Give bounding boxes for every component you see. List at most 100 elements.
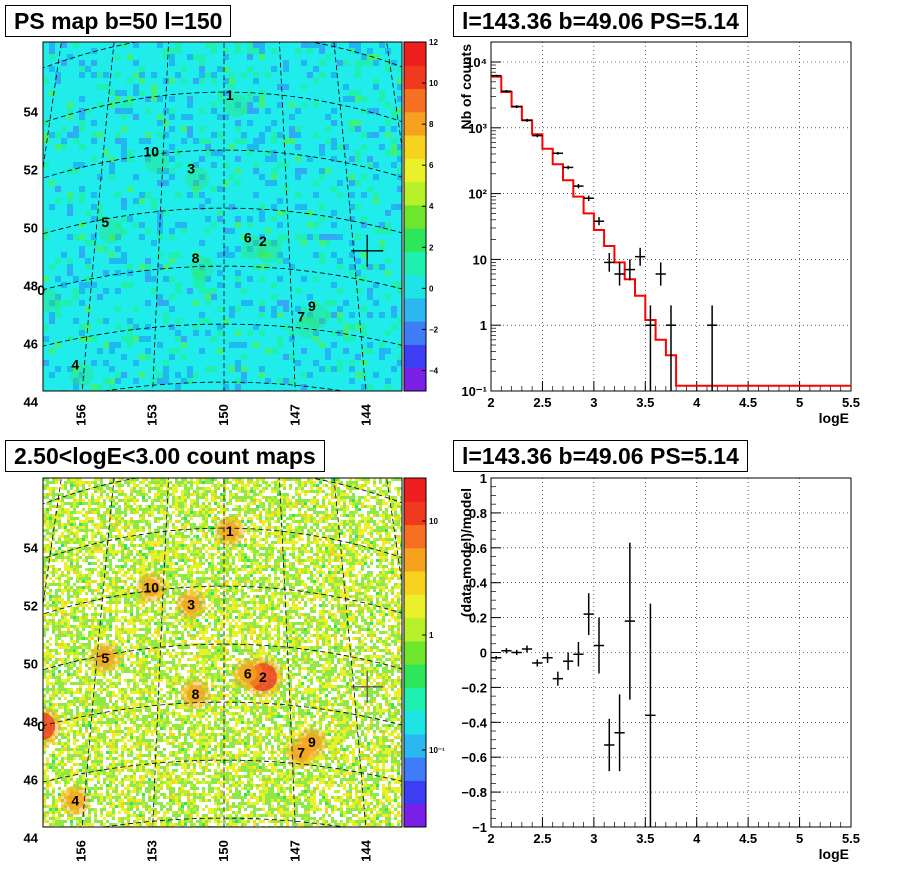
- map-pixel: [160, 556, 163, 559]
- map-pixel: [79, 300, 85, 306]
- map-pixel: [175, 252, 181, 258]
- map-pixel: [181, 679, 184, 682]
- map-pixel: [145, 505, 148, 508]
- map-pixel: [67, 526, 70, 529]
- map-pixel: [319, 318, 325, 324]
- map-pixel: [106, 715, 109, 718]
- map-pixel: [355, 48, 361, 54]
- map-pixel: [76, 670, 79, 673]
- map-pixel: [133, 574, 136, 577]
- map-pixel: [142, 601, 145, 604]
- map-pixel: [52, 502, 55, 505]
- map-pixel: [49, 610, 52, 613]
- map-pixel: [175, 529, 178, 532]
- map-pixel: [58, 751, 61, 754]
- map-pixel: [175, 796, 178, 799]
- map-pixel: [157, 294, 163, 300]
- map-pixel: [178, 565, 181, 568]
- map-pixel: [61, 622, 64, 625]
- map-pixel: [166, 568, 169, 571]
- map-pixel: [106, 739, 109, 742]
- map-pixel: [76, 736, 79, 739]
- map-pixel: [154, 685, 157, 688]
- map-pixel: [127, 532, 130, 535]
- map-pixel: [115, 775, 118, 778]
- map-pixel: [94, 703, 97, 706]
- map-pixel: [148, 577, 151, 580]
- map-pixel: [46, 742, 49, 745]
- map-pixel: [109, 772, 112, 775]
- map-pixel: [118, 739, 121, 742]
- map-pixel: [52, 556, 55, 559]
- map-pixel: [79, 712, 82, 715]
- map-pixel: [118, 745, 121, 748]
- map-pixel: [85, 478, 88, 481]
- map-pixel: [76, 604, 79, 607]
- map-pixel: [52, 646, 55, 649]
- map-pixel: [70, 685, 73, 688]
- map-pixel: [64, 673, 67, 676]
- map-pixel: [121, 664, 124, 667]
- map-pixel: [49, 802, 52, 805]
- map-pixel: [145, 348, 151, 354]
- map-pixel: [379, 348, 385, 354]
- map-pixel: [160, 547, 163, 550]
- map-pixel: [241, 372, 247, 378]
- map-pixel: [397, 78, 402, 84]
- map-pixel: [181, 706, 184, 709]
- map-pixel: [145, 511, 148, 514]
- map-pixel: [133, 718, 136, 721]
- map-pixel: [151, 751, 154, 754]
- map-pixel: [58, 511, 61, 514]
- map-pixel: [91, 604, 94, 607]
- map-pixel: [43, 132, 49, 138]
- map-pixel: [235, 330, 241, 336]
- map-pixel: [157, 805, 160, 808]
- map-pixel: [169, 700, 172, 703]
- map-pixel: [55, 703, 58, 706]
- map-pixel: [157, 655, 160, 658]
- map-pixel: [331, 330, 337, 336]
- map-pixel: [88, 499, 91, 502]
- map-pixel: [85, 508, 88, 511]
- map-pixel: [178, 556, 181, 559]
- map-pixel: [46, 526, 49, 529]
- map-pixel: [136, 511, 139, 514]
- map-pixel: [97, 817, 100, 820]
- map-pixel: [49, 607, 52, 610]
- map-pixel: [178, 538, 181, 541]
- map-pixel: [100, 751, 103, 754]
- map-pixel: [139, 78, 145, 84]
- map-y-tick-label: 44: [24, 394, 39, 409]
- map-pixel: [49, 535, 52, 538]
- map-pixel: [55, 496, 58, 499]
- map-pixel: [349, 264, 355, 270]
- map-pixel: [166, 682, 169, 685]
- map-pixel: [94, 808, 97, 811]
- map-pixel: [148, 763, 151, 766]
- map-pixel: [139, 736, 142, 739]
- map-pixel: [124, 550, 127, 553]
- map-pixel: [151, 670, 154, 673]
- map-pixel: [103, 823, 106, 826]
- map-pixel: [139, 790, 142, 793]
- map-pixel: [70, 478, 73, 481]
- map-pixel: [49, 754, 52, 757]
- map-pixel: [349, 48, 355, 54]
- map-pixel: [211, 150, 217, 156]
- map-pixel: [151, 817, 154, 820]
- map-pixel: [103, 553, 106, 556]
- map-pixel: [139, 676, 142, 679]
- map-pixel: [184, 706, 187, 709]
- map-pixel: [52, 775, 55, 778]
- map-pixel: [349, 216, 355, 222]
- map-pixel: [136, 574, 139, 577]
- map-pixel: [121, 685, 124, 688]
- map-pixel: [85, 490, 88, 493]
- map-pixel: [265, 378, 271, 384]
- map-pixel: [73, 499, 76, 502]
- map-pixel: [145, 517, 148, 520]
- map-pixel: [103, 643, 106, 646]
- map-pixel: [118, 637, 121, 640]
- map-pixel: [121, 703, 124, 706]
